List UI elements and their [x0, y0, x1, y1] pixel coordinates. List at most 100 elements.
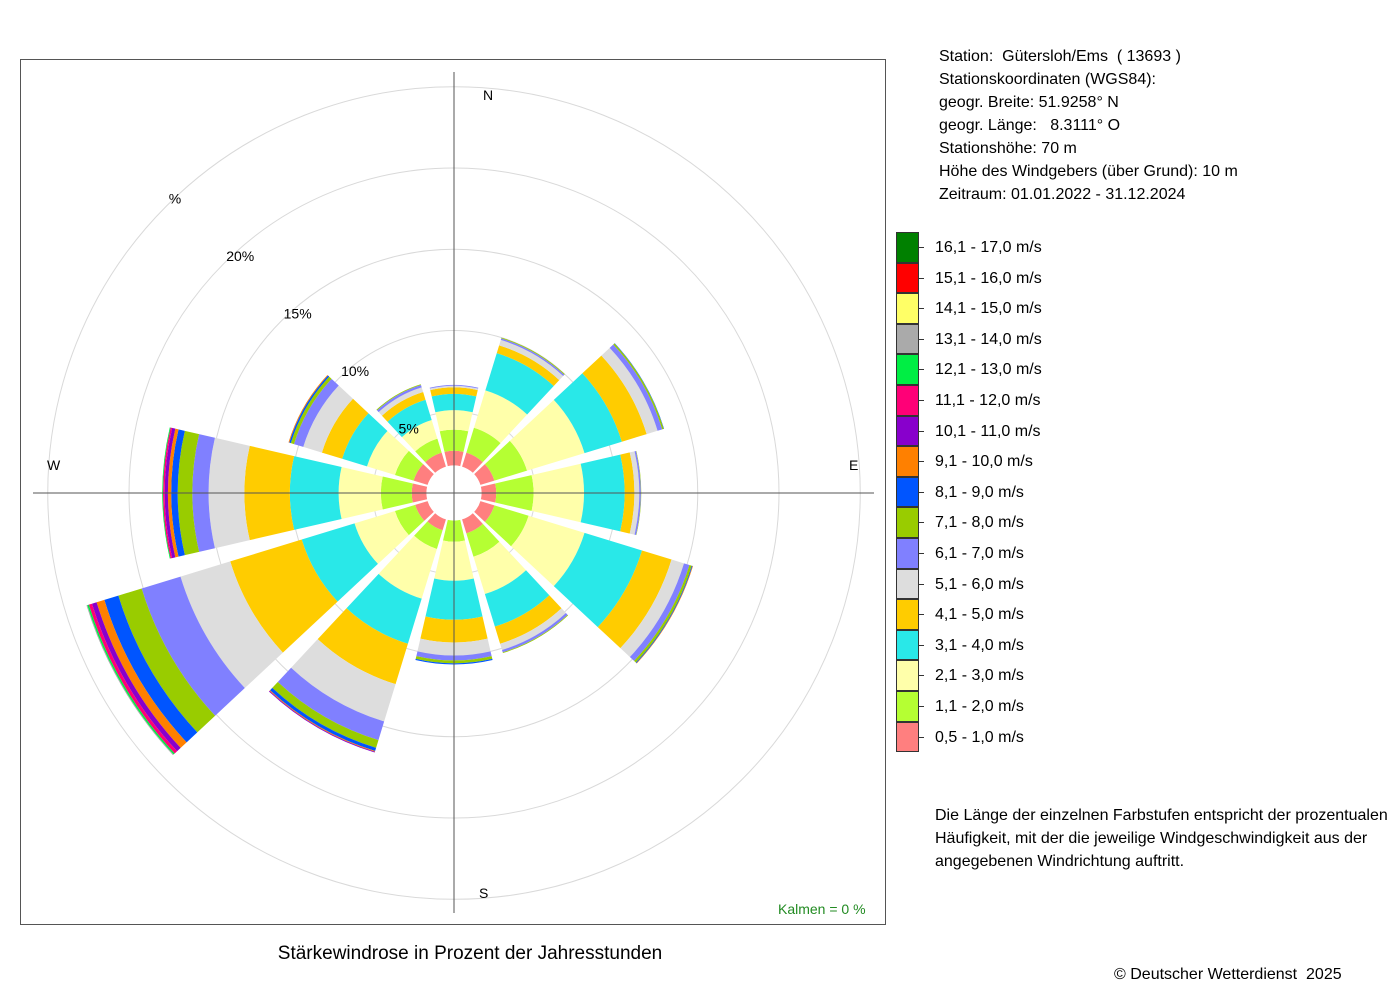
legend-tick	[919, 552, 924, 554]
sector-210-band-9	[270, 687, 377, 751]
sector-300-band-4	[342, 413, 388, 467]
legend-swatch	[896, 721, 919, 753]
sector-240-band-8	[118, 588, 216, 733]
legend-tick	[919, 338, 924, 340]
ring-label-4: 20%	[226, 248, 254, 264]
legend-swatch	[896, 476, 919, 508]
sector-240-band-9	[104, 595, 198, 743]
sector-210	[268, 513, 446, 753]
legend-label: 2,1 - 3,0 m/s	[935, 667, 1024, 685]
sector-300-band-2	[394, 450, 424, 481]
sector-330-band-3	[401, 419, 438, 452]
legend-swatch	[896, 384, 919, 416]
legend-swatch	[896, 262, 919, 294]
sector-300	[288, 374, 434, 485]
sector-240-band-6	[180, 561, 283, 689]
legend-tick	[919, 308, 924, 310]
legend-label: 9,1 - 10,0 m/s	[935, 453, 1033, 471]
legend-label: 13,1 - 14,0 m/s	[935, 330, 1042, 348]
legend-tick	[919, 583, 924, 585]
legend-tick	[919, 461, 924, 463]
sector-330-band-1	[425, 452, 446, 473]
station-coords-heading: Stationskoordinaten (WGS84):	[939, 71, 1156, 88]
sector-210-band-5	[317, 608, 408, 685]
sector-60-band-2	[484, 440, 528, 481]
sector-120-band-4	[553, 532, 643, 628]
sector-90-band-7	[634, 450, 641, 536]
sector-240-band-5	[230, 539, 338, 653]
sector-330	[376, 384, 446, 473]
sector-300-band-1	[413, 464, 434, 485]
legend-swatch	[896, 323, 919, 355]
ring-label-1: 5%	[399, 421, 419, 437]
sector-270-band-9	[171, 429, 185, 557]
sector-60-band-6	[601, 347, 658, 435]
sector-60-band-5	[582, 355, 647, 442]
windrose-panel: 5% 10% 15% 20%% N E S W Kalmen = 0 %	[20, 59, 886, 925]
ring-labels: 5% 10% 15% 20%%	[169, 191, 419, 437]
legend-swatch	[896, 629, 919, 661]
compass-label-south: S	[479, 885, 488, 901]
compass-label-north: N	[483, 87, 493, 103]
legend-swatch	[896, 537, 919, 569]
sector-60-band-1	[474, 464, 495, 485]
copyright: © Deutscher Wetterdienst 2025	[1114, 966, 1342, 983]
sector-330-band-4	[387, 399, 432, 438]
legend-tick	[919, 522, 924, 524]
legend-swatch	[896, 415, 919, 447]
sector-120-band-7	[629, 563, 690, 661]
station-latitude: geogr. Breite: 51.9258° N	[939, 94, 1119, 111]
legend-swatch	[896, 507, 919, 538]
sector-30-band-2	[466, 427, 501, 463]
legend-label: 11,1 - 12,0 m/s	[935, 391, 1041, 409]
legend-tick	[919, 369, 924, 371]
sector-30-band-6	[499, 339, 564, 381]
legend-tick	[919, 675, 924, 677]
sector-270-band-11	[164, 427, 176, 559]
legend-swatch	[896, 690, 919, 722]
sector-240	[86, 501, 434, 756]
legend-label: 15,1 - 16,0 m/s	[935, 269, 1042, 287]
sector-210-band-7	[277, 667, 385, 741]
sector-240-band-4	[301, 523, 378, 602]
sector-240-band-10	[96, 599, 187, 748]
sector-210-band-8	[272, 681, 379, 748]
station-elevation: Stationshöhe: 70 m	[939, 140, 1077, 157]
sector-60	[474, 343, 665, 485]
ring-label-5: %	[169, 191, 181, 207]
sector-60-band-7	[609, 344, 663, 431]
legend-label: 12,1 - 13,0 m/s	[935, 361, 1042, 379]
legend-tick	[919, 644, 924, 646]
calm-label: Kalmen = 0 %	[778, 901, 866, 917]
sector-30-band-1	[462, 452, 483, 473]
station-longitude: geogr. Länge: 8.3111° O	[939, 117, 1121, 134]
legend-swatch	[896, 568, 919, 600]
legend-swatch	[896, 232, 919, 263]
legend-label: 5,1 - 6,0 m/s	[935, 575, 1024, 593]
sector-180-band-9	[415, 658, 493, 665]
sector-30-band-5	[496, 345, 560, 387]
legend-swatch	[896, 599, 919, 630]
legend-tick	[919, 430, 924, 432]
sector-330-band-5	[381, 391, 426, 422]
legend-label: 0,5 - 1,0 m/s	[935, 728, 1024, 746]
sector-120-band-3	[511, 515, 585, 587]
legend-label: 7,1 - 8,0 m/s	[935, 514, 1024, 532]
sector-120-band-1	[474, 501, 495, 522]
sector-300-band-8	[290, 376, 332, 445]
station-name: Station: Gütersloh/Ems ( 13693 )	[939, 48, 1181, 65]
legend-tick	[919, 705, 924, 707]
legend-swatch	[896, 660, 919, 691]
sector-0-band-7	[429, 384, 479, 389]
compass-label-west: W	[47, 457, 61, 473]
sector-270-band-10	[167, 428, 179, 558]
sector-270-band-12	[163, 427, 173, 559]
sector-270-band-13	[162, 427, 171, 559]
sector-180-band-8	[415, 656, 493, 664]
legend-tick	[919, 399, 924, 401]
wind-sectors	[86, 337, 694, 756]
sector-90-band-8	[636, 450, 642, 536]
ring-label-2: 10%	[341, 363, 369, 379]
compass-axes	[33, 72, 874, 913]
sector-150-band-1	[462, 513, 483, 534]
